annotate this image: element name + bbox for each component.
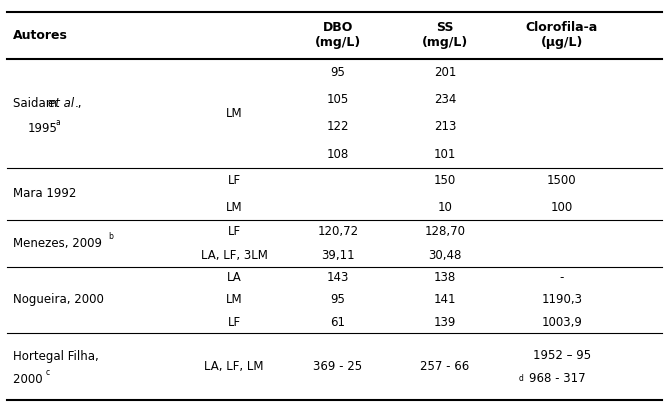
Text: 30,48: 30,48 — [428, 248, 462, 261]
Text: 139: 139 — [434, 316, 456, 329]
Text: 95: 95 — [330, 66, 345, 79]
Text: 10: 10 — [438, 200, 452, 214]
Text: LF: LF — [227, 316, 241, 329]
Text: Hortegal Filha,: Hortegal Filha, — [13, 350, 99, 363]
Text: 968 - 317: 968 - 317 — [529, 372, 586, 385]
Text: 143: 143 — [326, 271, 349, 284]
Text: 141: 141 — [434, 293, 456, 307]
Text: 138: 138 — [434, 271, 456, 284]
Text: 1003,9: 1003,9 — [541, 316, 583, 329]
Text: a: a — [56, 118, 60, 126]
Text: 1995: 1995 — [28, 122, 58, 135]
Text: LM: LM — [226, 293, 242, 307]
Text: Clorofila-a
(µg/L): Clorofila-a (µg/L) — [526, 21, 598, 49]
Text: 369 - 25: 369 - 25 — [313, 360, 363, 373]
Text: .,: ., — [74, 97, 82, 109]
Text: LF: LF — [227, 225, 241, 238]
Text: Autores: Autores — [13, 29, 68, 42]
Text: 100: 100 — [551, 200, 573, 214]
Text: LA, LF, LM: LA, LF, LM — [205, 360, 264, 373]
Text: Mara 1992: Mara 1992 — [13, 187, 77, 200]
Text: b: b — [108, 231, 113, 241]
Text: 39,11: 39,11 — [321, 248, 355, 261]
Text: LF: LF — [227, 174, 241, 187]
Text: 257 - 66: 257 - 66 — [420, 360, 470, 373]
Text: 128,70: 128,70 — [424, 225, 466, 238]
Text: 101: 101 — [434, 147, 456, 160]
Text: 234: 234 — [434, 93, 456, 106]
Text: 1500: 1500 — [547, 174, 577, 187]
Text: 120,72: 120,72 — [317, 225, 359, 238]
Text: LM: LM — [226, 200, 242, 214]
Text: 95: 95 — [330, 293, 345, 307]
Text: 1952 – 95: 1952 – 95 — [533, 349, 591, 362]
Text: Saidam: Saidam — [13, 97, 62, 109]
Text: Nogueira, 2000: Nogueira, 2000 — [13, 293, 104, 307]
Text: c: c — [45, 368, 50, 377]
Text: -: - — [560, 271, 564, 284]
Text: 105: 105 — [326, 93, 349, 106]
Text: LA, LF, 3LM: LA, LF, 3LM — [201, 248, 268, 261]
Text: 122: 122 — [326, 120, 349, 133]
Text: 2000: 2000 — [13, 373, 47, 386]
Text: d: d — [518, 374, 523, 383]
Text: Menezes, 2009: Menezes, 2009 — [13, 237, 102, 250]
Text: LM: LM — [226, 107, 242, 120]
Text: SS
(mg/L): SS (mg/L) — [421, 21, 468, 49]
Text: 150: 150 — [434, 174, 456, 187]
Text: LA: LA — [227, 271, 242, 284]
Text: 201: 201 — [434, 66, 456, 79]
Text: 1190,3: 1190,3 — [541, 293, 583, 307]
Text: 61: 61 — [330, 316, 345, 329]
Text: DBO
(mg/L): DBO (mg/L) — [314, 21, 361, 49]
Text: 108: 108 — [326, 147, 349, 160]
Text: 213: 213 — [434, 120, 456, 133]
Text: et al: et al — [48, 97, 74, 109]
